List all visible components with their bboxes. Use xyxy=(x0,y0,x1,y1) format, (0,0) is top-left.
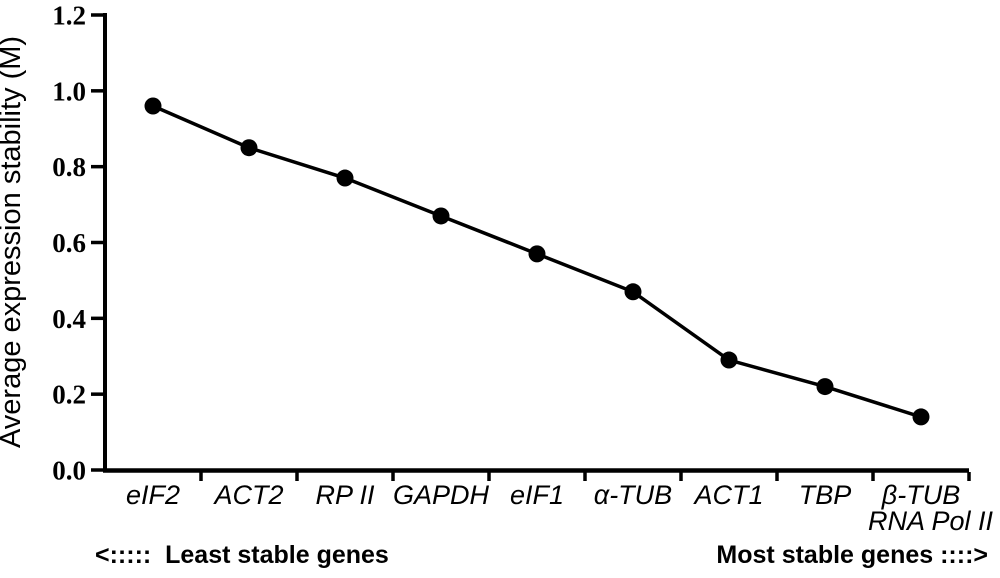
x-tick-label: RP II xyxy=(315,480,375,510)
y-tick-label: 0.2 xyxy=(52,380,86,410)
x-tick-label: β-TUB xyxy=(881,480,960,510)
data-point xyxy=(912,408,930,426)
x-tick-label: eIF2 xyxy=(126,480,180,510)
data-point xyxy=(144,97,162,115)
data-point xyxy=(240,139,258,157)
x-sublabel: RNA Pol II xyxy=(868,506,994,536)
x-tick-label: GAPDH xyxy=(393,480,490,510)
x-tick-label: α-TUB xyxy=(594,480,672,510)
least-stable-genes-annotation: <::::: Least stable genes xyxy=(95,541,389,569)
x-tick-label: TBP xyxy=(799,480,852,510)
data-point xyxy=(432,207,450,225)
data-point xyxy=(624,283,642,301)
data-point xyxy=(816,378,834,396)
y-tick-label: 1.0 xyxy=(52,76,86,106)
y-tick-label: 0.0 xyxy=(52,455,86,485)
y-tick-label: 0.4 xyxy=(52,304,86,334)
data-point xyxy=(720,351,738,369)
most-stable-genes-annotation: Most stable genes ::::> xyxy=(716,541,988,569)
data-point xyxy=(336,169,354,187)
x-tick-label: ACT1 xyxy=(692,480,763,510)
data-point xyxy=(528,245,546,263)
y-tick-label: 0.6 xyxy=(52,228,86,258)
y-axis-title: Average expression stability (M) xyxy=(0,36,27,448)
x-tick-label: eIF1 xyxy=(510,480,564,510)
y-tick-label: 0.8 xyxy=(52,152,86,182)
x-tick-label: ACT2 xyxy=(212,480,283,510)
y-tick-label: 1.2 xyxy=(52,0,86,30)
